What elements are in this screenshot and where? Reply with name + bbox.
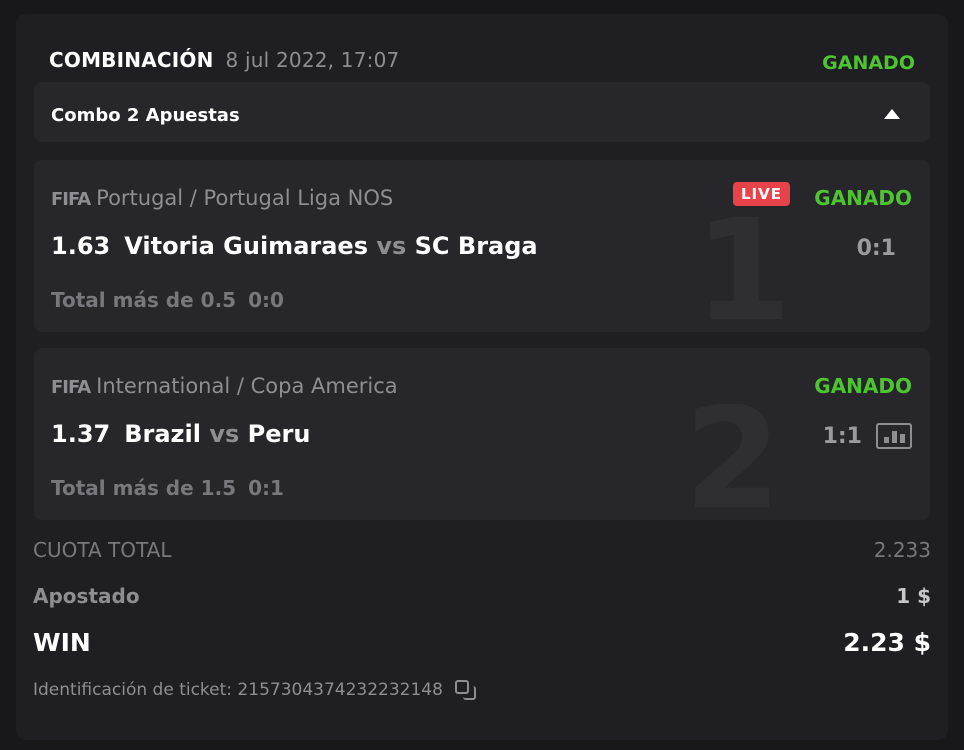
bet-header: COMBINACIÓN 8 jul 2022, 17:07: [49, 48, 399, 72]
win-value: 2.23 $: [843, 628, 931, 657]
event-league: FIFA Portugal / Portugal Liga NOS: [51, 186, 393, 210]
total-odds-label: CUOTA TOTAL: [33, 538, 172, 562]
combo-label: Combo 2 Apuestas: [51, 105, 240, 126]
fifa-icon: FIFA: [51, 377, 91, 398]
stake-label: Apostado: [33, 584, 140, 608]
event-card: 1 FIFA Portugal / Portugal Liga NOS 1.63 V…: [34, 160, 930, 332]
bet-date: 8 jul 2022, 17:07: [225, 48, 400, 72]
league-name: International / Copa America: [96, 374, 398, 398]
vs-label: vs: [209, 420, 240, 448]
bet-status: GANADO: [822, 52, 915, 74]
stake-row: Apostado 1 $: [33, 584, 931, 608]
event-match: 1.63 Vitoria Guimaraes vs SC Braga: [51, 232, 538, 260]
stake-value: 1 $: [896, 584, 931, 608]
market-score: 0:1: [248, 476, 284, 500]
copy-icon[interactable]: [454, 680, 477, 700]
event-odd: 1.63: [51, 232, 111, 260]
ticket-id-text: Identificación de ticket: 21573043742322…: [33, 680, 443, 700]
home-team: Brazil: [124, 420, 201, 448]
fifa-icon: FIFA: [51, 189, 91, 210]
win-row: WIN 2.23 $: [33, 628, 931, 657]
vs-label: vs: [376, 232, 407, 260]
away-team: SC Braga: [414, 232, 538, 260]
total-odds-row: CUOTA TOTAL 2.233: [33, 538, 931, 562]
event-card: 2 FIFA International / Copa America 1.37 B…: [34, 348, 930, 520]
event-status: GANADO: [814, 374, 912, 398]
event-index: 2: [684, 404, 782, 516]
market-name: Total más de 1.5: [51, 476, 237, 500]
event-match: 1.37 Brazil vs Peru: [51, 420, 310, 448]
live-badge: LIVE: [733, 182, 790, 206]
market-name: Total más de 0.5: [51, 288, 237, 312]
event-status: GANADO: [814, 186, 912, 210]
total-odds-value: 2.233: [873, 538, 931, 562]
combo-toggle[interactable]: Combo 2 Apuestas: [34, 82, 930, 142]
league-name: Portugal / Portugal Liga NOS: [96, 186, 394, 210]
event-market: Total más de 1.5 0:1: [51, 476, 284, 500]
bet-card: COMBINACIÓN 8 jul 2022, 17:07 GANADO Comb…: [16, 14, 948, 740]
away-team: Peru: [247, 420, 311, 448]
event-score: 0:1: [856, 236, 896, 261]
event-league: FIFA International / Copa America: [51, 374, 398, 398]
event-score: 1:1: [822, 424, 862, 449]
market-score: 0:0: [248, 288, 284, 312]
bet-type: COMBINACIÓN: [49, 48, 214, 72]
event-index: 1: [694, 216, 792, 328]
event-market: Total más de 0.5 0:0: [51, 288, 284, 312]
event-odd: 1.37: [51, 420, 111, 448]
win-label: WIN: [33, 628, 91, 657]
home-team: Vitoria Guimaraes: [124, 232, 368, 260]
ticket-id: Identificación de ticket: 21573043742322…: [33, 680, 477, 700]
chevron-up-icon[interactable]: [884, 109, 900, 119]
statistics-icon[interactable]: [876, 423, 912, 449]
